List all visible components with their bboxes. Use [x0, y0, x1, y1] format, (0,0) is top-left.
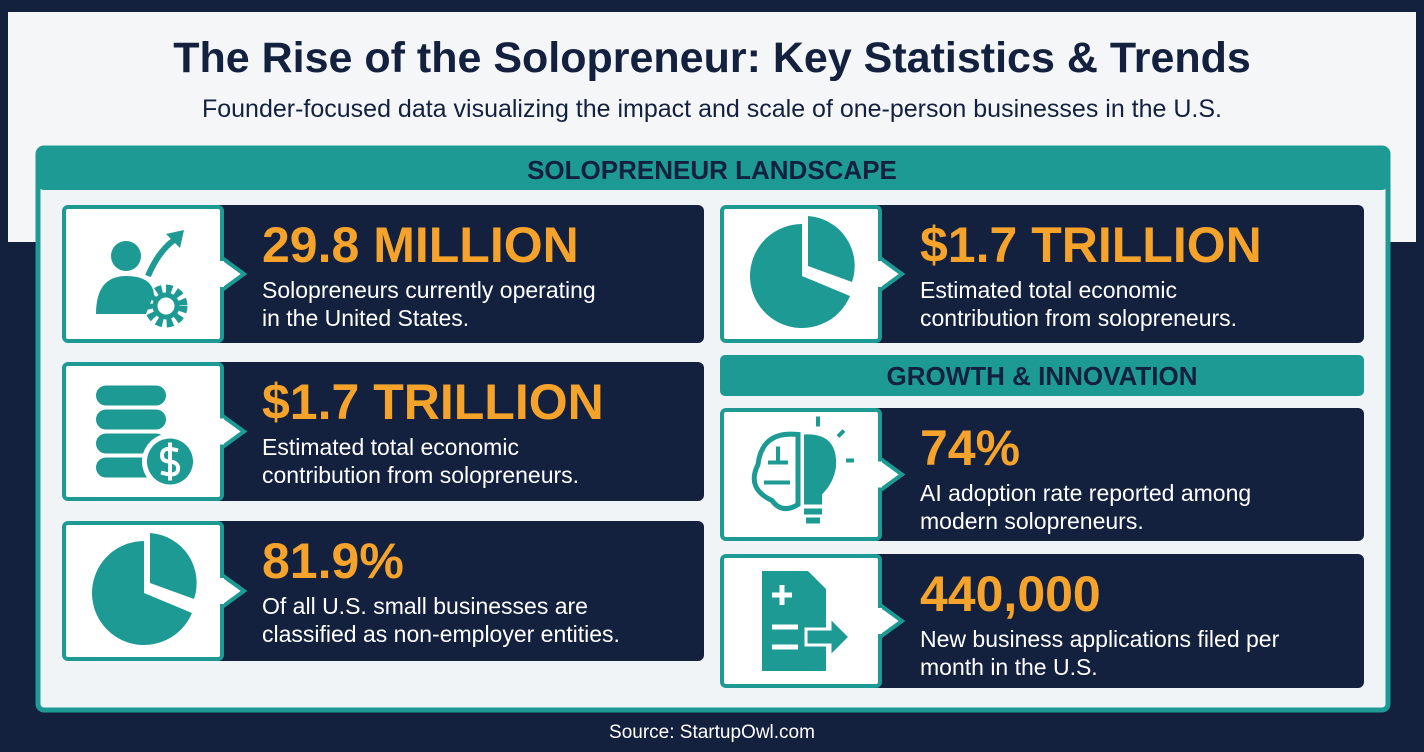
stat-description: contribution from solopreneurs. [262, 462, 579, 488]
stat-description: classified as non-employer entities. [262, 621, 620, 647]
stat-card: $1.7 TRILLION Estimated total economiccon… [62, 362, 704, 501]
stat-card: 440,000 New business applications filed p… [720, 554, 1364, 688]
stat-description: contribution from solopreneurs. [920, 305, 1237, 331]
stat-description: Estimated total economic [262, 434, 519, 460]
icon [762, 571, 853, 671]
icon-part [111, 241, 141, 271]
card-body [870, 205, 1364, 343]
icon-part [96, 385, 166, 406]
icon-part [764, 446, 790, 485]
icon-part [152, 292, 180, 320]
pointer-cover [218, 578, 224, 604]
stat-value: 29.8 MILLION [262, 217, 579, 273]
stat-description: Of all U.S. small businesses are [262, 593, 588, 619]
pointer-cover [876, 261, 882, 287]
icon-part [92, 541, 192, 646]
icon [92, 533, 197, 646]
stat-description: modern solopreneurs. [920, 508, 1144, 534]
pointer-cover [876, 608, 882, 634]
icon [96, 385, 198, 490]
cards: 29.8 MILLION Solopreneurs currently opera… [62, 205, 1364, 688]
icon-part [816, 416, 854, 463]
icon-part [808, 216, 855, 282]
icon-part [159, 442, 181, 481]
icon-part [750, 224, 850, 328]
stat-card: $1.7 TRILLION Estimated total economiccon… [720, 205, 1364, 343]
card-body [212, 362, 704, 501]
icon-part [166, 230, 184, 248]
icon-part [762, 571, 826, 671]
icon-part [751, 431, 801, 512]
icon-part [144, 284, 188, 328]
growth-bar [720, 355, 1364, 396]
stat-description: New business applications filed per [920, 626, 1280, 652]
stat-value: 440,000 [920, 566, 1101, 622]
landscape-bar [38, 148, 1388, 190]
icon-part [150, 533, 197, 599]
section-heading: SOLOPRENEUR LANDSCAPE [527, 155, 897, 185]
icon-part [96, 276, 154, 314]
title: The Rise of the Solopreneur: Key Statist… [173, 34, 1251, 82]
card-body [870, 554, 1364, 688]
subtitle: Founder-focused data visualizing the imp… [202, 95, 1222, 123]
stat-description: Estimated total economic [920, 277, 1177, 303]
pointer-cover [218, 261, 224, 287]
stat-description: month in the U.S. [920, 654, 1098, 680]
card-body [212, 521, 704, 661]
stat-value: $1.7 TRILLION [920, 217, 1262, 273]
icon-box [720, 408, 882, 541]
stat-card: 29.8 MILLION Solopreneurs currently opera… [62, 205, 704, 343]
icon-box [62, 362, 224, 501]
icon-part [806, 517, 820, 524]
card-body [870, 408, 1364, 541]
pointer-cover [218, 418, 224, 445]
stat-description: Solopreneurs currently operating [262, 277, 596, 303]
icon [751, 416, 854, 524]
stat-value: 81.9% [262, 533, 404, 589]
source: Source: StartupOwl.com [609, 722, 815, 743]
stat-description: AI adoption rate reported among [920, 480, 1251, 506]
stat-description: in the United States. [262, 305, 469, 331]
icon-part [804, 508, 822, 515]
icon-part [804, 613, 853, 661]
icon-box [62, 205, 224, 343]
icon-part [96, 409, 166, 430]
icon [96, 230, 188, 328]
icon-part [804, 434, 837, 505]
icon-part [145, 237, 176, 278]
card-body [212, 205, 704, 343]
stat-value: $1.7 TRILLION [262, 374, 604, 430]
section-heading: GROWTH & INNOVATION [886, 361, 1197, 391]
icon-part [772, 585, 798, 650]
icon [750, 216, 855, 328]
stat-card: 74% AI adoption rate reported amongmodern… [720, 408, 1364, 541]
stat-card: 81.9% Of all U.S. small businesses arecla… [62, 521, 704, 661]
pointer-cover [876, 461, 882, 488]
stat-value: 74% [920, 420, 1020, 476]
